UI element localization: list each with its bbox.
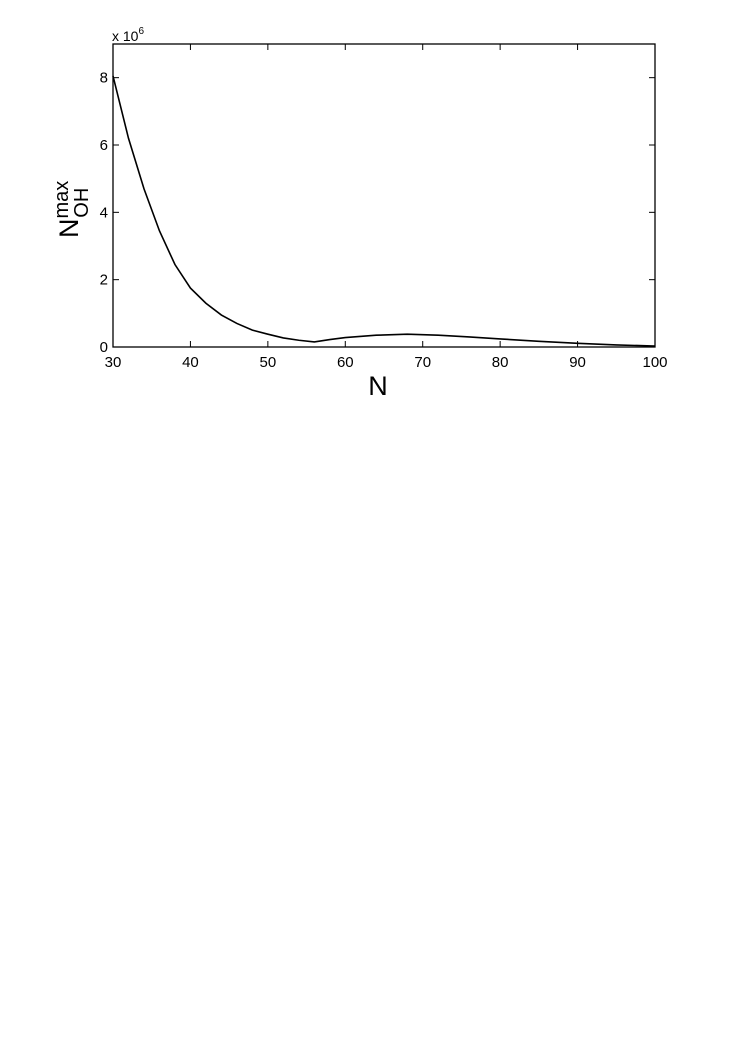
y-multiplier-base: x 10 [112,28,139,44]
x-tick-label: 90 [569,354,586,371]
y-tick-label: 2 [100,272,108,289]
y-tick-label: 0 [100,339,108,356]
y-axis-label-sub: OH [71,188,93,218]
y-axis-label-sup: max [51,181,73,219]
y-multiplier-exp: 6 [138,26,144,37]
x-tick-label: 80 [492,354,509,371]
y-tick-label: 6 [100,137,108,154]
y-tick-label: 8 [100,70,108,87]
data-line [112,75,656,347]
y-multiplier: x 106 [112,26,144,44]
y-axis-label-base: N [54,219,84,239]
y-tick-label: 4 [100,204,108,221]
x-tick-label: 70 [414,354,431,371]
x-axis-label: N [368,371,388,401]
x-tick-label: 100 [642,354,667,371]
plot-frame [112,43,656,348]
y-axis-label: NmaxOH [51,181,93,238]
x-tick-label: 30 [105,354,122,371]
x-tick-label: 60 [337,354,354,371]
x-tick-label: 40 [182,354,199,371]
x-tick-label: 50 [260,354,277,371]
